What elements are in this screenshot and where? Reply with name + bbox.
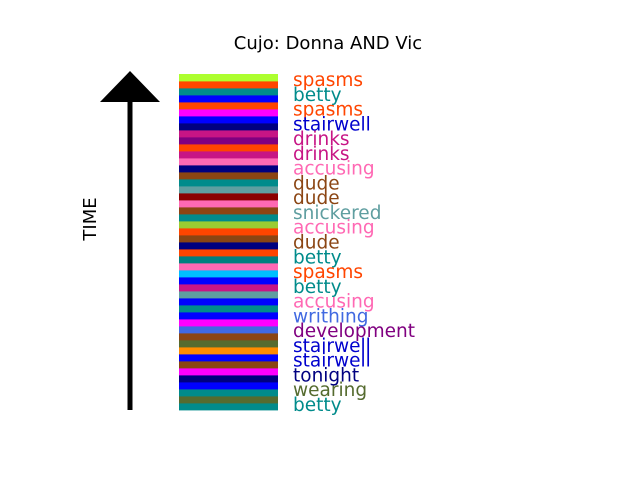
timeline-band bbox=[179, 305, 278, 313]
timeline-label: dude bbox=[293, 173, 340, 194]
timeline-label: tonight bbox=[293, 366, 359, 387]
timeline-band bbox=[179, 81, 278, 89]
timeline-band bbox=[179, 193, 278, 201]
timeline-label: stairwell bbox=[293, 336, 371, 357]
timeline-label: spasms bbox=[293, 262, 363, 283]
timeline-labels: spasmsbettyspasmsstairwelldrinksdrinksac… bbox=[293, 70, 415, 416]
timeline-band bbox=[179, 88, 278, 96]
timeline-band bbox=[179, 298, 278, 306]
timeline-band bbox=[179, 389, 278, 397]
timeline-label: drinks bbox=[293, 144, 350, 165]
timeline-band bbox=[179, 396, 278, 404]
timeline-band bbox=[179, 284, 278, 292]
timeline-band bbox=[179, 123, 278, 131]
timeline-label: betty bbox=[293, 395, 342, 416]
timeline-band bbox=[179, 263, 278, 271]
y-axis-label: TIME bbox=[80, 197, 101, 241]
timeline-band bbox=[179, 200, 278, 208]
timeline-band bbox=[179, 221, 278, 229]
timeline-band bbox=[179, 151, 278, 159]
timeline-band bbox=[179, 354, 278, 362]
timeline-label: drinks bbox=[293, 129, 350, 150]
timeline-band bbox=[179, 214, 278, 222]
timeline-band bbox=[179, 319, 278, 327]
timeline-label: stairwell bbox=[293, 351, 371, 372]
timeline-band bbox=[179, 291, 278, 299]
timeline-band bbox=[179, 74, 278, 82]
timeline-label: betty bbox=[293, 247, 342, 268]
timeline-band bbox=[179, 242, 278, 250]
timeline-band bbox=[179, 116, 278, 124]
timeline-band bbox=[179, 368, 278, 376]
timeline-label: spasms bbox=[293, 70, 363, 91]
timeline-band bbox=[179, 158, 278, 166]
timeline-band bbox=[179, 270, 278, 278]
timeline-bands bbox=[179, 74, 278, 411]
timeline-band bbox=[179, 249, 278, 257]
timeline-label: stairwell bbox=[293, 114, 371, 135]
timeline-band bbox=[179, 235, 278, 243]
timeline-band bbox=[179, 186, 278, 194]
timeline-band bbox=[179, 179, 278, 187]
timeline-band bbox=[179, 165, 278, 173]
timeline-label: betty bbox=[293, 85, 342, 106]
time-axis-arrowhead bbox=[100, 71, 160, 102]
timeline-band bbox=[179, 326, 278, 334]
timeline-band bbox=[179, 95, 278, 103]
timeline-band bbox=[179, 130, 278, 138]
timeline-band bbox=[179, 277, 278, 285]
timeline-band bbox=[179, 361, 278, 369]
timeline-label: accusing bbox=[293, 292, 375, 313]
timeline-band bbox=[179, 382, 278, 390]
timeline-label: writhing bbox=[293, 306, 368, 327]
timeline-label: development bbox=[293, 321, 415, 342]
timeline-band bbox=[179, 333, 278, 341]
timeline-label: betty bbox=[293, 277, 342, 298]
timeline-band bbox=[179, 403, 278, 411]
timeline-band bbox=[179, 207, 278, 215]
timeline-label: dude bbox=[293, 188, 340, 209]
chart-title: Cujo: Donna AND Vic bbox=[234, 33, 422, 54]
timeline-label: accusing bbox=[293, 218, 375, 239]
timeline-band bbox=[179, 102, 278, 110]
timeline-label: wearing bbox=[293, 380, 367, 401]
timeline-label: spasms bbox=[293, 100, 363, 121]
timeline-band bbox=[179, 347, 278, 355]
timeline-band bbox=[179, 137, 278, 145]
timeline-band bbox=[179, 256, 278, 264]
timeline-band bbox=[179, 172, 278, 180]
timeline-band bbox=[179, 340, 278, 348]
timeline-band bbox=[179, 375, 278, 383]
timeline-label: snickered bbox=[293, 203, 381, 224]
timeline-band bbox=[179, 144, 278, 152]
timeline-label: accusing bbox=[293, 159, 375, 180]
time-axis-arrow bbox=[100, 71, 160, 410]
timeline-band bbox=[179, 312, 278, 320]
timeline-label: dude bbox=[293, 233, 340, 254]
timeline-band bbox=[179, 228, 278, 236]
timeline-band bbox=[179, 109, 278, 117]
